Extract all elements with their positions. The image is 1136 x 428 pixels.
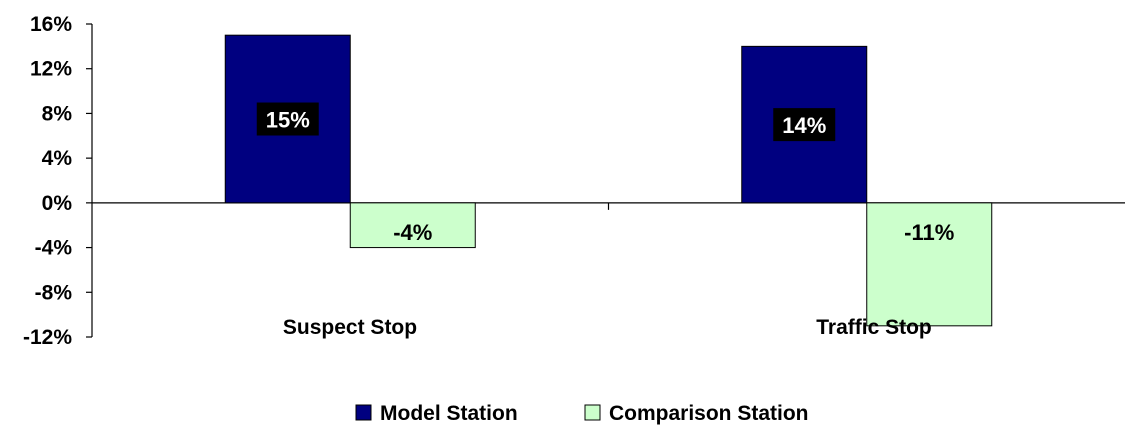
legend-label: Comparison Station (609, 402, 809, 425)
y-tick-label: 12% (30, 58, 72, 81)
y-tick-label: 16% (30, 13, 72, 36)
chart-labels: 15% 14% -4% -11% Suspect Stop Traffic Stop (256, 102, 954, 339)
data-label: 15% (266, 108, 310, 133)
y-tick-label: -4% (35, 237, 73, 260)
y-tick-label: 8% (42, 102, 73, 125)
data-label-background (773, 108, 836, 142)
category-label: Suspect Stop (283, 316, 417, 339)
y-tick-label: 4% (42, 147, 73, 170)
y-tick-label: -12% (23, 326, 72, 349)
y-tick-label: 0% (42, 192, 73, 215)
legend-swatch (355, 404, 372, 421)
legend-item: Model Station (355, 402, 518, 425)
legend-swatch (584, 404, 601, 421)
y-tick-label: -8% (35, 281, 73, 304)
data-label: -4% (393, 220, 432, 245)
legend-label: Model Station (380, 402, 518, 425)
chart-bars (224, 34, 993, 327)
legend-item: Comparison Station (584, 402, 809, 425)
bar (349, 202, 476, 249)
data-label: -11% (904, 220, 954, 245)
bar (866, 202, 993, 327)
data-label: 14% (782, 113, 826, 138)
data-label-background (256, 102, 319, 136)
category-label: Traffic Stop (816, 316, 932, 339)
chart-legend: Model Station Comparison Station (355, 402, 809, 425)
